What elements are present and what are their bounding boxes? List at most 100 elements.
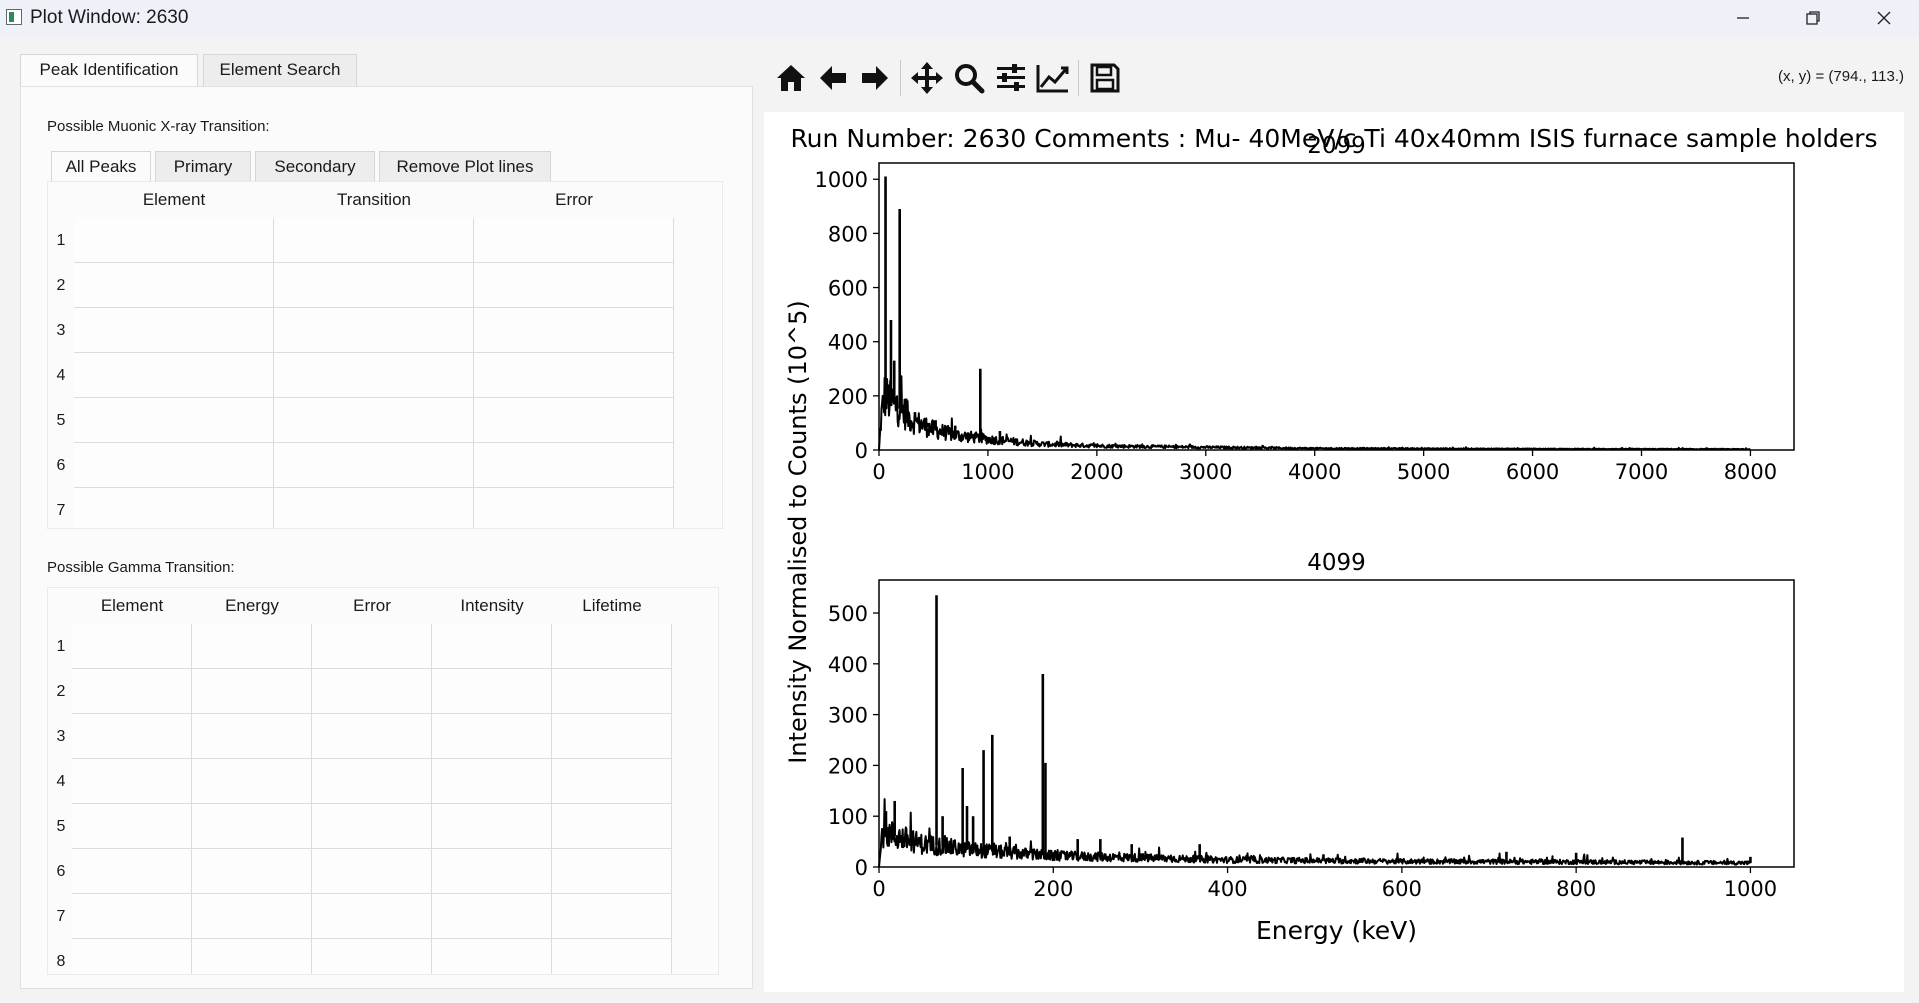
pan-button[interactable] bbox=[906, 56, 948, 100]
table-cell[interactable] bbox=[274, 398, 474, 443]
column-header-transition[interactable]: Transition bbox=[336, 190, 411, 209]
table-cell[interactable] bbox=[72, 804, 192, 849]
table-cell[interactable] bbox=[432, 624, 552, 669]
table-cell[interactable] bbox=[72, 624, 192, 669]
column-header-error[interactable]: Error bbox=[555, 190, 593, 209]
table-cell[interactable] bbox=[552, 894, 672, 939]
table-cell[interactable] bbox=[74, 263, 274, 308]
table-cell[interactable] bbox=[74, 443, 274, 488]
table-cell[interactable] bbox=[312, 804, 432, 849]
x-tick-label: 1000 bbox=[1724, 877, 1777, 901]
table-cell[interactable] bbox=[74, 308, 274, 353]
table-cell[interactable] bbox=[274, 218, 474, 263]
table-cell[interactable] bbox=[192, 714, 312, 759]
table-cell[interactable] bbox=[552, 849, 672, 894]
table-cell[interactable] bbox=[552, 624, 672, 669]
table-cell[interactable] bbox=[274, 488, 474, 528]
table-cell[interactable] bbox=[474, 353, 674, 398]
table-cell[interactable] bbox=[432, 939, 552, 974]
table-cell[interactable] bbox=[432, 894, 552, 939]
configure-subplots-icon bbox=[997, 64, 1025, 91]
table-cell[interactable] bbox=[312, 939, 432, 974]
restore-button[interactable] bbox=[1781, 0, 1845, 36]
save-button[interactable] bbox=[1084, 56, 1126, 100]
table-cell[interactable] bbox=[552, 804, 672, 849]
table-cell[interactable] bbox=[474, 398, 674, 443]
subtab-secondary[interactable]: Secondary bbox=[255, 151, 375, 181]
table-cell[interactable] bbox=[192, 804, 312, 849]
table-cell[interactable] bbox=[72, 714, 192, 759]
table-cell[interactable] bbox=[274, 308, 474, 353]
table-cell[interactable] bbox=[312, 714, 432, 759]
table-cell[interactable] bbox=[432, 759, 552, 804]
table-cell[interactable] bbox=[74, 398, 274, 443]
zoom-button[interactable] bbox=[948, 56, 990, 100]
column-header-intensity[interactable]: Intensity bbox=[460, 596, 524, 615]
table-cell[interactable] bbox=[552, 669, 672, 714]
table-cell[interactable] bbox=[432, 804, 552, 849]
table-cell[interactable] bbox=[552, 939, 672, 974]
table-cell[interactable] bbox=[192, 669, 312, 714]
column-header-error[interactable]: Error bbox=[353, 596, 391, 615]
table-cell[interactable] bbox=[552, 759, 672, 804]
back-button[interactable] bbox=[812, 56, 854, 100]
configure-subplots-button[interactable] bbox=[990, 56, 1032, 100]
subtab-remove-plot-lines[interactable]: Remove Plot lines bbox=[379, 151, 551, 181]
table-cell[interactable] bbox=[72, 759, 192, 804]
table-cell[interactable] bbox=[274, 443, 474, 488]
forward-button[interactable] bbox=[854, 56, 896, 100]
table-cell[interactable] bbox=[312, 669, 432, 714]
close-icon bbox=[1877, 11, 1891, 25]
axes-frame bbox=[878, 162, 1795, 451]
table-cell[interactable] bbox=[474, 488, 674, 528]
column-header-element[interactable]: Element bbox=[142, 190, 206, 209]
close-button[interactable] bbox=[1852, 0, 1916, 36]
table-cell[interactable] bbox=[192, 759, 312, 804]
title-bar: Plot Window: 2630 bbox=[0, 0, 1919, 36]
subtab-primary[interactable]: Primary bbox=[155, 151, 251, 181]
table-cell[interactable] bbox=[474, 308, 674, 353]
subplot-title: 4099 bbox=[1307, 550, 1366, 576]
table-cell[interactable] bbox=[72, 939, 192, 974]
table-cell[interactable] bbox=[432, 849, 552, 894]
column-header-element[interactable]: Element bbox=[100, 596, 164, 615]
table-cell[interactable] bbox=[274, 353, 474, 398]
table-cell[interactable] bbox=[74, 218, 274, 263]
table-cell[interactable] bbox=[192, 624, 312, 669]
x-tick-label: 7000 bbox=[1615, 460, 1668, 484]
row-number: 7 bbox=[56, 908, 66, 925]
table-cell[interactable] bbox=[74, 488, 274, 528]
tab-peak-identification[interactable]: Peak Identification bbox=[20, 54, 198, 88]
column-header-energy[interactable]: Energy bbox=[225, 596, 279, 615]
table-cell[interactable] bbox=[74, 353, 274, 398]
table-cell[interactable] bbox=[192, 894, 312, 939]
y-tick-label: 600 bbox=[828, 277, 868, 301]
tab-element-search[interactable]: Element Search bbox=[203, 54, 357, 86]
table-cell[interactable] bbox=[312, 624, 432, 669]
table-cell[interactable] bbox=[274, 263, 474, 308]
table-cell[interactable] bbox=[72, 849, 192, 894]
row-number: 6 bbox=[56, 457, 66, 474]
table-cell[interactable] bbox=[474, 263, 674, 308]
table-cell[interactable] bbox=[474, 218, 674, 263]
subtab-all-peaks[interactable]: All Peaks bbox=[51, 151, 151, 181]
table-cell[interactable] bbox=[192, 939, 312, 974]
table-cell[interactable] bbox=[312, 759, 432, 804]
table-cell[interactable] bbox=[312, 849, 432, 894]
table-cell[interactable] bbox=[552, 714, 672, 759]
table-cell[interactable] bbox=[72, 669, 192, 714]
plot-figure: Run Number: 2630 Comments : Mu- 40MeV/c … bbox=[784, 124, 1878, 945]
minimize-button[interactable] bbox=[1711, 0, 1775, 36]
edit-axis-button[interactable] bbox=[1032, 56, 1074, 100]
table-cell[interactable] bbox=[192, 849, 312, 894]
table-cell[interactable] bbox=[432, 669, 552, 714]
plot-canvas[interactable]: Run Number: 2630 Comments : Mu- 40MeV/c … bbox=[764, 112, 1904, 992]
table-cell[interactable] bbox=[432, 714, 552, 759]
home-button[interactable] bbox=[770, 56, 812, 100]
muonic-transition-table[interactable]: Element Transition Error 1 2 3 4 5 6 7 bbox=[47, 181, 723, 529]
table-cell[interactable] bbox=[474, 443, 674, 488]
table-cell[interactable] bbox=[312, 894, 432, 939]
column-header-lifetime[interactable]: Lifetime bbox=[582, 596, 642, 615]
table-cell[interactable] bbox=[72, 894, 192, 939]
gamma-transition-table[interactable]: Element Energy Error Intensity Lifetime 1 2 3 4 5… bbox=[47, 587, 719, 975]
